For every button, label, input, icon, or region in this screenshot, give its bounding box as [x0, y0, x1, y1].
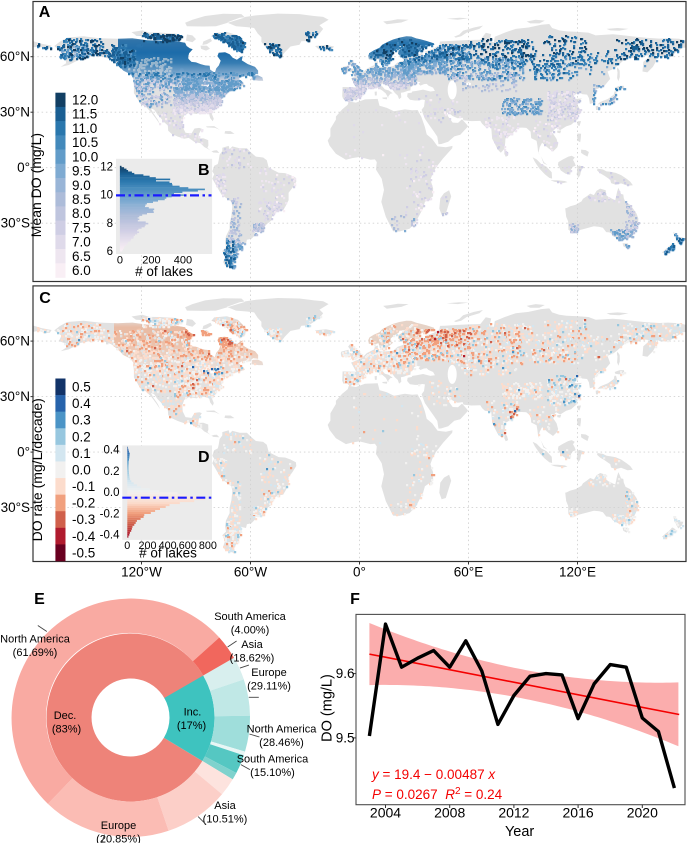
svg-text:200: 200: [142, 255, 160, 267]
svg-text:2020: 2020: [627, 805, 658, 821]
svg-text:11.5: 11.5: [72, 107, 97, 122]
svg-text:2004: 2004: [370, 805, 401, 821]
svg-text:Asia: Asia: [241, 639, 263, 651]
svg-text:-0.3: -0.3: [72, 512, 95, 527]
svg-text:Inc.: Inc.: [184, 707, 202, 719]
svg-text:(83%): (83%): [52, 724, 81, 736]
svg-text:60°W: 60°W: [234, 565, 267, 580]
svg-text:9.6: 9.6: [336, 666, 355, 681]
svg-text:6.0: 6.0: [72, 263, 91, 278]
svg-text:(29.11%): (29.11%): [247, 681, 291, 693]
svg-text:F: F: [350, 591, 360, 608]
svg-text:0.3: 0.3: [72, 413, 91, 428]
svg-text:C: C: [39, 290, 51, 307]
svg-text:12.0: 12.0: [72, 93, 98, 108]
svg-text:0.1: 0.1: [72, 446, 91, 461]
svg-text:DO rate (mg/L/decade): DO rate (mg/L/decade): [29, 398, 45, 541]
svg-text:(10.51%): (10.51%): [203, 814, 248, 826]
svg-text:-0.5: -0.5: [72, 545, 95, 560]
svg-text:0.2: 0.2: [72, 429, 91, 444]
svg-text:800: 800: [199, 540, 217, 552]
svg-text:# of lakes: # of lakes: [139, 546, 197, 561]
svg-text:11.0: 11.0: [72, 121, 97, 136]
svg-text:South America: South America: [237, 754, 309, 766]
svg-text:Year: Year: [505, 824, 534, 840]
svg-text:60°E: 60°E: [454, 565, 483, 580]
svg-text:400: 400: [159, 540, 177, 552]
svg-text:7.0: 7.0: [72, 235, 91, 250]
svg-text:B: B: [198, 162, 210, 179]
svg-text:60°N: 60°N: [0, 49, 30, 64]
svg-text:0.0: 0.0: [72, 462, 91, 477]
svg-text:P = 0.0267 R2 = 0.24: P = 0.0267 R2 = 0.24: [372, 786, 503, 803]
svg-text:6.5: 6.5: [72, 249, 91, 264]
svg-text:0.0: 0.0: [104, 487, 120, 499]
svg-text:(4.00%): (4.00%): [231, 625, 270, 637]
svg-text:200: 200: [138, 540, 156, 552]
svg-text:9.5: 9.5: [72, 164, 91, 179]
svg-text:10: 10: [100, 190, 113, 202]
svg-text:-0.4: -0.4: [100, 530, 120, 542]
svg-text:D: D: [198, 449, 210, 466]
svg-text:10.0: 10.0: [72, 149, 98, 164]
svg-text:30°S: 30°S: [1, 500, 30, 515]
svg-text:9.5: 9.5: [336, 730, 355, 745]
svg-text:2012: 2012: [498, 805, 529, 821]
svg-text:Dec.: Dec.: [54, 710, 77, 722]
svg-text:60°N: 60°N: [0, 334, 30, 349]
svg-text:-0.4: -0.4: [72, 529, 96, 544]
svg-text:(61.69%): (61.69%): [13, 647, 58, 659]
svg-text:0: 0: [117, 255, 123, 267]
svg-text:Europe: Europe: [251, 667, 286, 679]
svg-text:0.4: 0.4: [72, 396, 91, 411]
svg-text:Mean DO (mg/L): Mean DO (mg/L): [28, 133, 44, 237]
svg-text:(17%): (17%): [177, 720, 206, 732]
svg-text:0.4: 0.4: [104, 445, 121, 457]
svg-text:30°S: 30°S: [1, 216, 30, 231]
svg-text:120°E: 120°E: [559, 565, 596, 580]
svg-text:0: 0: [124, 540, 130, 552]
svg-text:North America: North America: [0, 634, 71, 646]
svg-text:30°N: 30°N: [0, 389, 30, 404]
svg-text:0°: 0°: [17, 445, 30, 460]
svg-text:E: E: [34, 591, 45, 608]
svg-text:(15.10%): (15.10%): [250, 767, 295, 779]
svg-text:DO (mg/L): DO (mg/L): [320, 674, 336, 742]
svg-text:# of lakes: # of lakes: [135, 264, 193, 279]
svg-text:2016: 2016: [563, 805, 594, 821]
svg-text:120°W: 120°W: [121, 565, 162, 580]
svg-text:8: 8: [107, 218, 113, 230]
svg-text:400: 400: [174, 255, 192, 267]
svg-text:A: A: [39, 4, 51, 21]
svg-text:0°: 0°: [353, 565, 366, 580]
svg-text:10.5: 10.5: [72, 135, 98, 150]
svg-text:North America: North America: [247, 724, 318, 736]
svg-text:-0.1: -0.1: [72, 479, 95, 494]
svg-text:South America: South America: [214, 611, 286, 623]
svg-text:-0.2: -0.2: [100, 508, 120, 520]
svg-text:(28.46%): (28.46%): [259, 737, 304, 749]
svg-text:Europe: Europe: [101, 820, 136, 832]
svg-text:30°N: 30°N: [0, 105, 30, 120]
svg-text:y = 19.4 − 0.00487 x: y = 19.4 − 0.00487 x: [371, 767, 496, 782]
svg-text:2008: 2008: [434, 805, 465, 821]
svg-text:0°: 0°: [17, 160, 30, 175]
svg-text:Asia: Asia: [214, 800, 236, 812]
svg-text:7.5: 7.5: [72, 220, 91, 235]
svg-text:(18.62%): (18.62%): [230, 653, 275, 665]
svg-text:8.0: 8.0: [72, 206, 91, 221]
svg-text:600: 600: [179, 540, 197, 552]
svg-text:12: 12: [100, 162, 113, 174]
svg-text:0.5: 0.5: [72, 379, 91, 394]
svg-text:9.0: 9.0: [72, 178, 91, 193]
svg-text:6: 6: [107, 246, 113, 258]
svg-text:8.5: 8.5: [72, 192, 91, 207]
svg-text:0.2: 0.2: [104, 466, 120, 478]
svg-text:-0.2: -0.2: [72, 496, 95, 511]
